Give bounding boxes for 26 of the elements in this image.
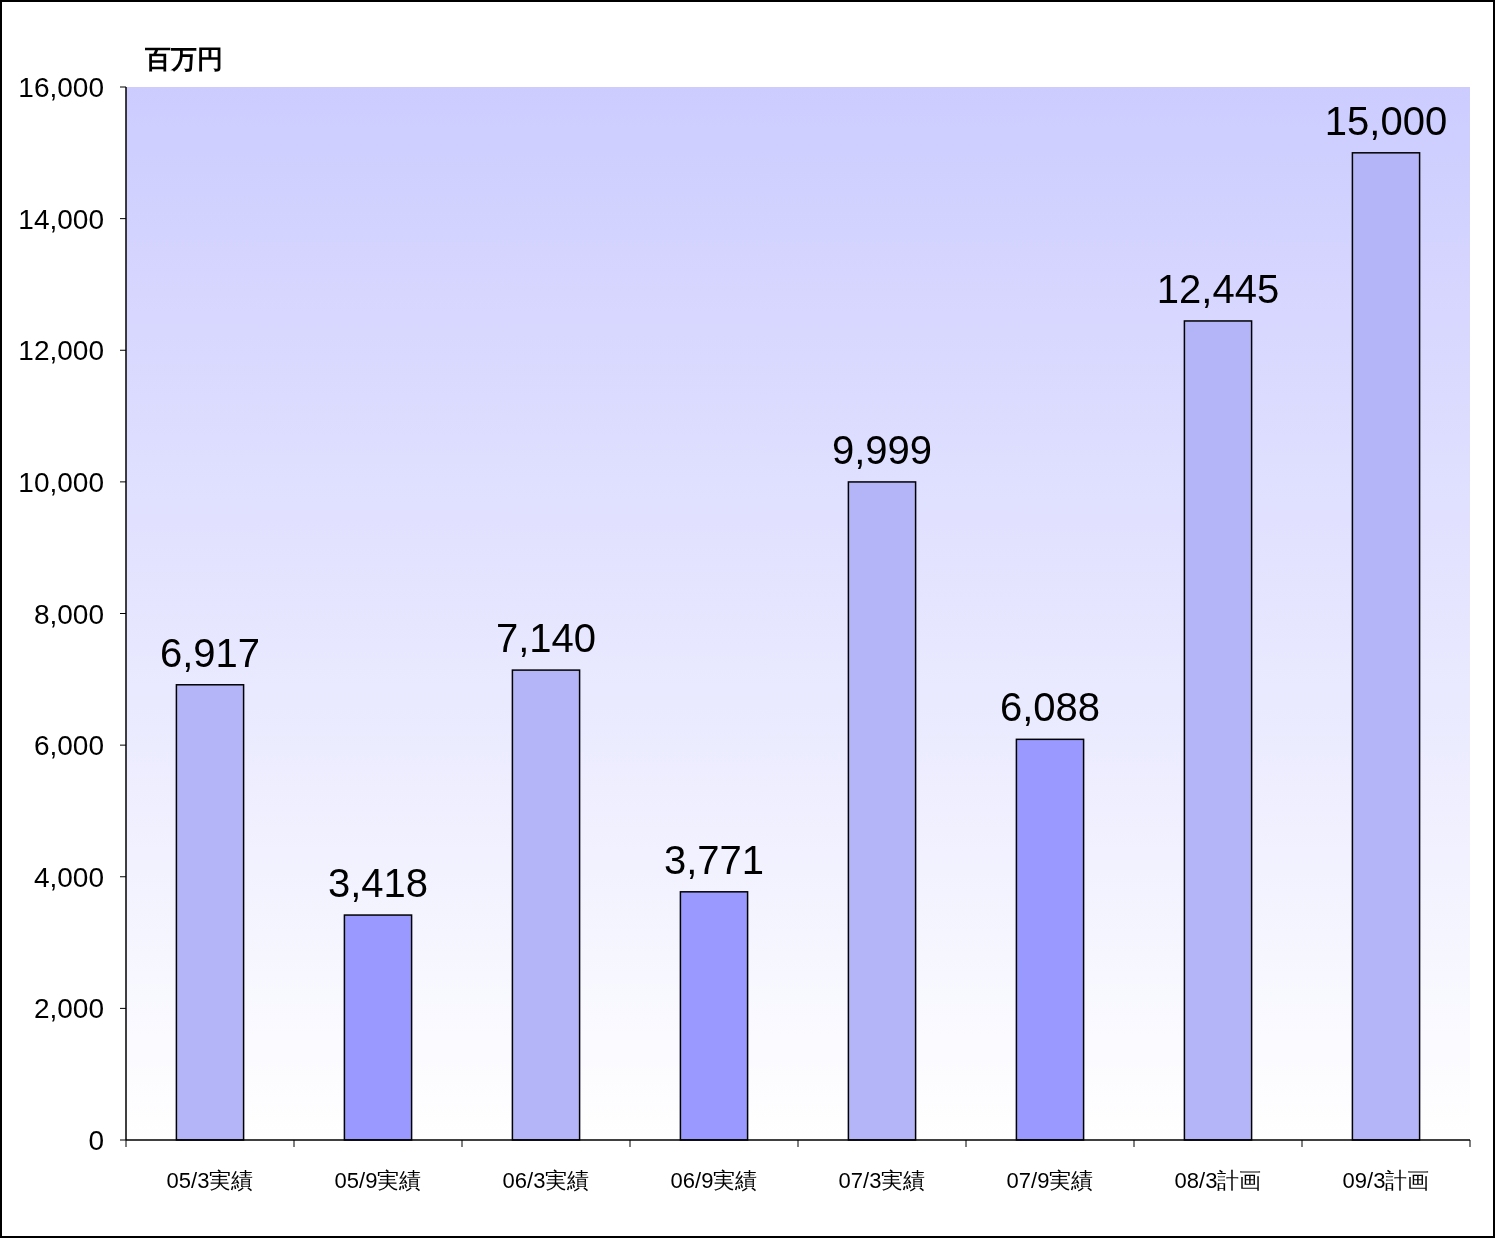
x-tick-label: 06/9実績 (670, 1168, 758, 1193)
data-label: 7,140 (495, 616, 597, 661)
y-tick-label: 10,000 (18, 466, 104, 498)
y-tick-label: 4,000 (33, 861, 104, 893)
data-label: 12,445 (1156, 266, 1280, 311)
data-label: 6,917 (159, 630, 261, 675)
y-tick-label: 2,000 (33, 993, 104, 1025)
y-axis-title: 百万円 (144, 44, 223, 74)
data-label: 15,000 (1324, 98, 1448, 143)
data-label: 3,771 (663, 837, 765, 882)
x-tick-label: 07/3実績 (838, 1168, 926, 1193)
y-tick-label: 0 (88, 1125, 104, 1156)
y-tick-label: 14,000 (18, 203, 104, 235)
data-label: 6,088 (999, 685, 1101, 730)
data-label: 3,418 (327, 861, 429, 906)
x-tick-label: 09/3計画 (1342, 1168, 1430, 1193)
x-tick-label: 05/3実績 (166, 1168, 254, 1193)
y-tick-label: 6,000 (33, 730, 104, 762)
x-tick-label: 07/9実績 (1006, 1168, 1094, 1193)
x-tick-label: 06/3実績 (502, 1168, 590, 1193)
data-label: 9,999 (831, 427, 933, 472)
y-tick-label: 16,000 (18, 72, 104, 103)
y-tick-label: 12,000 (18, 335, 104, 367)
y-tick-label: 8,000 (33, 598, 104, 630)
x-tick-label: 05/9実績 (334, 1168, 422, 1193)
x-tick-label: 08/3計画 (1174, 1168, 1262, 1193)
